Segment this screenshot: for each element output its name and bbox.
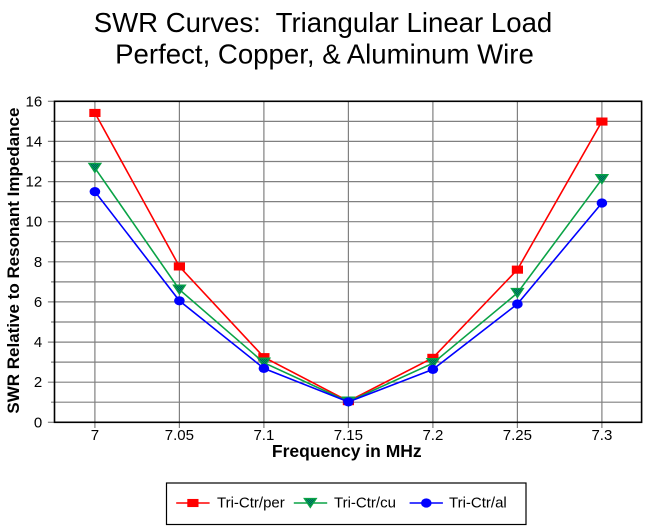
svg-text:SWR Curves: Triangular Linear: SWR Curves: Triangular Linear Load	[94, 7, 553, 38]
svg-text:Frequency in MHz: Frequency in MHz	[272, 441, 422, 461]
svg-text:16: 16	[26, 93, 43, 110]
svg-text:7: 7	[91, 427, 99, 444]
svg-text:10: 10	[26, 214, 43, 231]
svg-text:7.05: 7.05	[165, 427, 194, 444]
svg-text:7.2: 7.2	[422, 427, 443, 444]
svg-text:Tri-Ctr/al: Tri-Ctr/al	[449, 495, 507, 512]
svg-text:8: 8	[34, 254, 42, 271]
svg-text:Tri-Ctr/cu: Tri-Ctr/cu	[334, 495, 396, 512]
svg-text:Tri-Ctr/per: Tri-Ctr/per	[217, 495, 285, 512]
svg-text:0: 0	[34, 414, 42, 431]
svg-text:7.3: 7.3	[591, 427, 612, 444]
svg-text:12: 12	[26, 174, 43, 191]
svg-text:7.25: 7.25	[503, 427, 532, 444]
svg-text:Perfect, Copper, & Aluminum Wi: Perfect, Copper, & Aluminum Wire	[115, 39, 534, 70]
svg-text:14: 14	[26, 133, 43, 150]
svg-text:7.1: 7.1	[253, 427, 274, 444]
svg-text:SWR Relative to Resonant Imped: SWR Relative to Resonant Impedance	[4, 108, 23, 414]
svg-text:6: 6	[34, 294, 42, 311]
svg-text:7.15: 7.15	[334, 427, 363, 444]
svg-text:4: 4	[34, 334, 42, 351]
svg-text:2: 2	[34, 374, 42, 391]
